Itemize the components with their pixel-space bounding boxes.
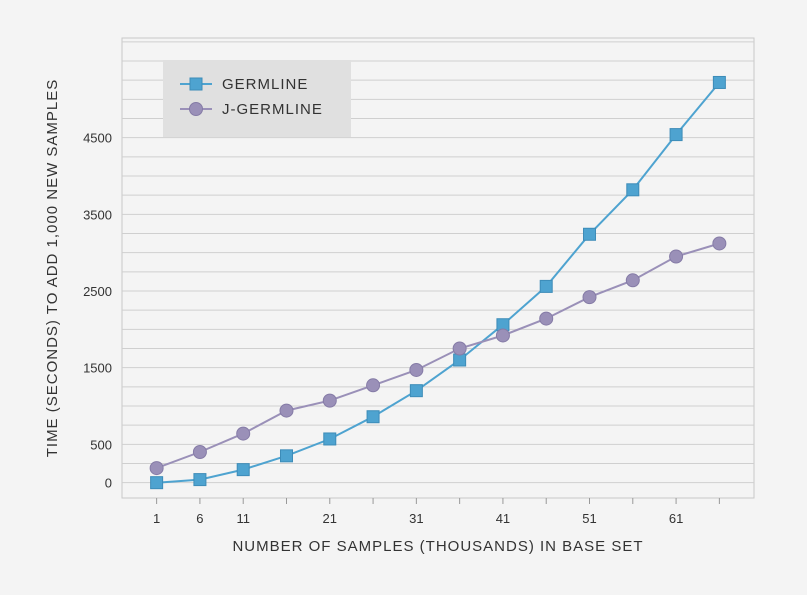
data-point-germline xyxy=(279,449,293,463)
data-point-j-germline xyxy=(452,341,467,356)
data-point-j-germline xyxy=(322,393,337,408)
data-point-germline xyxy=(366,410,380,424)
data-point-germline xyxy=(539,279,553,293)
x-tick-labels: 1 6 11 21 31 41 51 61 xyxy=(153,511,683,526)
x-tick-label: 41 xyxy=(496,511,510,526)
x-tick-marks xyxy=(156,498,720,504)
data-point-j-germline xyxy=(192,445,207,459)
x-tick-label: 21 xyxy=(323,511,337,526)
data-point-j-germline xyxy=(409,362,424,377)
data-point-germline xyxy=(323,432,337,446)
legend-marker-j-germline-icon xyxy=(189,102,203,116)
x-tick-label: 61 xyxy=(669,511,683,526)
legend-label-j-germline: J-GERMLINE xyxy=(222,101,323,118)
data-point-j-germline xyxy=(669,249,684,264)
y-tick-label: 0 xyxy=(105,476,112,491)
data-point-j-germline xyxy=(236,426,251,441)
data-point-germline xyxy=(453,353,467,367)
data-point-germline xyxy=(583,227,597,241)
y-tick-labels: 0 500 1500 2500 3500 4500 xyxy=(83,131,112,491)
x-axis-title: NUMBER OF SAMPLES (THOUSANDS) IN BASE SE… xyxy=(232,538,643,555)
y-tick-label: 2500 xyxy=(83,284,112,299)
data-point-germline xyxy=(669,128,683,142)
data-point-germline xyxy=(409,384,423,398)
data-point-j-germline xyxy=(539,311,554,326)
legend-box xyxy=(163,60,351,137)
data-point-j-germline xyxy=(279,403,294,418)
y-tick-label: 3500 xyxy=(83,207,112,222)
data-point-germline xyxy=(626,183,640,197)
data-point-germline xyxy=(236,463,250,477)
y-tick-label: 500 xyxy=(90,437,112,452)
data-point-germline xyxy=(150,476,164,490)
legend: GERMLINE J-GERMLINE xyxy=(163,60,351,137)
data-point-j-germline xyxy=(712,236,727,251)
data-point-j-germline xyxy=(495,328,510,343)
y-axis-title: TIME (SECONDS) TO ADD 1,000 NEW SAMPLES xyxy=(44,79,61,458)
x-tick-label: 6 xyxy=(196,511,203,526)
data-point-germline xyxy=(712,75,726,89)
data-point-j-germline xyxy=(625,273,640,288)
x-tick-label: 11 xyxy=(236,511,250,526)
x-tick-label: 31 xyxy=(409,511,423,526)
x-tick-label: 1 xyxy=(153,511,160,526)
data-point-j-germline xyxy=(149,461,164,476)
y-tick-label: 1500 xyxy=(83,361,112,376)
x-tick-label: 51 xyxy=(582,511,596,526)
legend-label-germline: GERMLINE xyxy=(222,76,308,93)
series-layer xyxy=(149,75,727,490)
series-line-germline xyxy=(156,81,721,484)
data-point-germline xyxy=(193,473,207,487)
data-point-j-germline xyxy=(582,290,597,305)
y-tick-label: 4500 xyxy=(83,131,112,146)
legend-marker-germline-icon xyxy=(189,77,203,91)
data-point-j-germline xyxy=(366,378,381,393)
series-line-j-germline xyxy=(156,242,720,470)
